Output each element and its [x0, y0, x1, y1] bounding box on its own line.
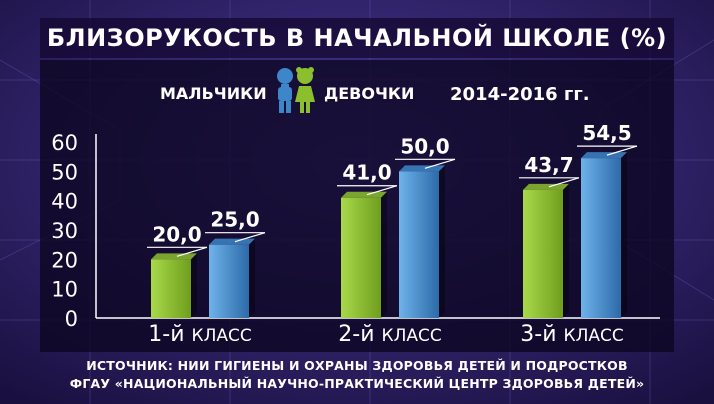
- y-tick-label: 20: [51, 248, 78, 272]
- bar-front: [341, 197, 381, 318]
- chart-title: БЛИЗОРУКОСТЬ В НАЧАЛЬНОЙ ШКОЛЕ (%): [40, 18, 674, 58]
- bar-top: [399, 165, 445, 172]
- bar-side: [621, 152, 627, 318]
- y-tick-label: 60: [51, 131, 78, 155]
- y-tick-label: 0: [65, 307, 78, 331]
- legend-girls-label: ДЕВОЧКИ: [324, 84, 415, 103]
- bar-side: [191, 253, 197, 318]
- bar-top: [581, 152, 627, 159]
- bar-boys: [151, 253, 197, 318]
- bar-front: [399, 171, 439, 318]
- y-tick-label: 40: [51, 190, 78, 214]
- data-label-leader: [424, 158, 456, 169]
- y-tick-label: 10: [51, 278, 78, 302]
- bar-front: [523, 189, 563, 318]
- bar-girls: [581, 152, 627, 318]
- category-label: 1-й КЛАСС: [148, 322, 251, 347]
- bar-side: [439, 165, 445, 318]
- bar-top: [341, 191, 387, 198]
- bar-top: [151, 253, 197, 260]
- bar-top: [209, 238, 255, 245]
- source-line-2: ФГАУ «НАЦИОНАЛЬНЫЙ НАУЧНО-ПРАКТИЧЕСКИЙ Ц…: [69, 376, 645, 391]
- bar-front: [209, 244, 249, 318]
- data-label-leader: [366, 185, 398, 196]
- data-label: 54,5: [582, 121, 631, 145]
- y-tick-label: 50: [51, 160, 78, 184]
- bar-top: [523, 183, 569, 190]
- bar-front: [151, 259, 191, 318]
- bar-side: [381, 191, 387, 318]
- bar-side: [563, 183, 569, 318]
- bar-boys: [523, 183, 569, 318]
- category-label: 3-й КЛАСС: [520, 322, 623, 347]
- data-label-leader: [548, 177, 580, 188]
- y-tick-label: 30: [51, 219, 78, 243]
- data-label-leader: [234, 232, 266, 243]
- bar-girls: [399, 165, 445, 318]
- bar-front: [581, 158, 621, 318]
- data-label: 41,0: [342, 161, 391, 185]
- bar-boys: [341, 191, 387, 318]
- data-label-leader: [176, 246, 208, 257]
- boy-and-girl-icon: [277, 67, 315, 113]
- period-label: 2014-2016 гг.: [450, 84, 590, 105]
- data-label: 25,0: [210, 208, 259, 232]
- legend-boys-label: МАЛЬЧИКИ: [160, 84, 267, 103]
- data-label: 20,0: [152, 222, 201, 246]
- bar-side: [249, 238, 255, 318]
- data-label: 43,7: [524, 153, 573, 177]
- source-line-1: ИСТОЧНИК: НИИ ГИГИЕНЫ И ОХРАНЫ ЗДОРОВЬЯ …: [86, 358, 628, 373]
- data-label: 50,0: [400, 134, 449, 158]
- bar-girls: [209, 238, 255, 318]
- category-label: 2-й КЛАСС: [338, 322, 441, 347]
- data-label-leader: [606, 145, 638, 156]
